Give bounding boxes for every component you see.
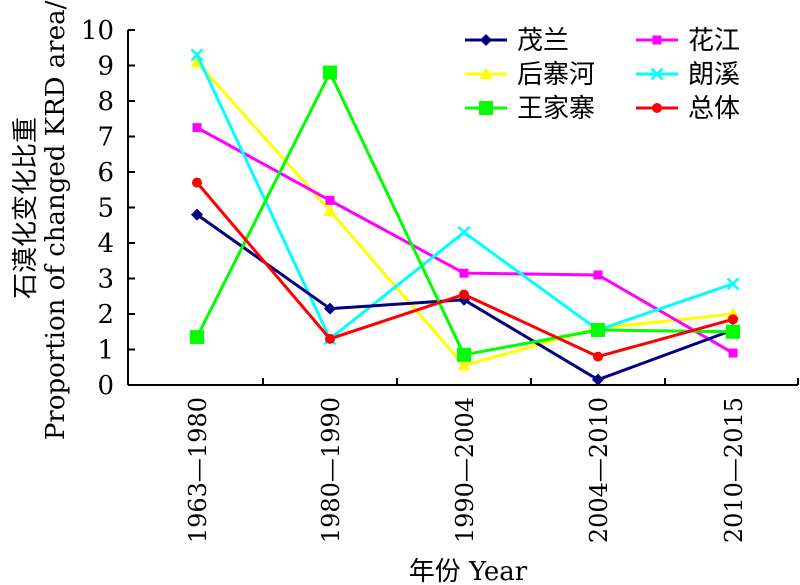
data-point	[728, 314, 738, 325]
x-tick-label: 2010—2015	[720, 397, 748, 543]
x-axis-label: 年份 Year	[409, 557, 528, 585]
legend-label: 朗溪	[688, 60, 740, 90]
series-line	[196, 126, 734, 355]
data-point	[192, 177, 202, 188]
x-tick-label: 2004—2010	[585, 397, 613, 543]
x-tick-label: 1980—1990	[317, 397, 345, 543]
y-tick-label: 6	[97, 158, 114, 188]
y-tick-label: 7	[97, 123, 114, 153]
y-tick-label: 2	[97, 300, 114, 330]
legend-label: 花江	[688, 26, 740, 56]
data-point	[325, 333, 335, 344]
data-point	[190, 330, 204, 345]
data-point	[726, 277, 740, 291]
data-point	[457, 225, 471, 239]
series-2	[192, 123, 738, 358]
legend-label: 总体	[688, 94, 740, 124]
data-point	[459, 289, 469, 300]
data-point	[323, 65, 337, 80]
legend-label: 王家寨	[517, 94, 595, 124]
data-point	[457, 347, 471, 362]
legend-marker	[650, 67, 664, 81]
legend-item: 后寨河	[465, 60, 595, 90]
data-point	[191, 208, 203, 221]
data-point	[728, 348, 738, 358]
data-point	[592, 373, 604, 386]
legend-item: 总体	[636, 94, 740, 124]
data-point	[459, 268, 469, 278]
legend-item: 花江	[636, 26, 740, 56]
legend-marker	[479, 67, 493, 79]
data-point	[324, 302, 336, 315]
legend-label: 后寨河	[517, 60, 595, 90]
data-point	[593, 270, 603, 280]
y-tick-label: 1	[97, 336, 114, 366]
y-axis-label-en: Proportion of changed KRD area/%	[41, 0, 71, 440]
y-tick-label: 8	[97, 87, 114, 117]
legend-item: 朗溪	[636, 60, 740, 90]
series-6	[192, 177, 738, 362]
series-layer	[190, 48, 740, 386]
y-tick-label: 0	[97, 371, 114, 401]
y-tick-label: 5	[97, 194, 114, 224]
legend-marker	[652, 35, 662, 45]
data-point	[591, 322, 605, 337]
data-point	[593, 351, 603, 362]
data-point	[190, 48, 204, 62]
y-tick-label: 10	[81, 16, 114, 46]
y-tick-label: 4	[97, 229, 114, 259]
legend-item: 茂兰	[465, 26, 569, 56]
data-point	[192, 123, 202, 133]
legend-label: 茂兰	[517, 26, 569, 56]
legend-marker	[479, 101, 493, 115]
series-4	[190, 48, 740, 346]
data-point	[325, 195, 335, 205]
series-3	[190, 54, 740, 371]
y-axis-label-cn: 石漠化变化比重	[11, 117, 41, 299]
data-point	[457, 358, 471, 371]
x-ticks: 1963—1980 1980—1990 1990—2004 2004—2010 2010…	[127, 378, 799, 543]
y-tick-label: 9	[97, 52, 114, 82]
series-5	[190, 65, 740, 362]
x-tick-label: 1963—1980	[184, 397, 212, 543]
legend-marker	[652, 103, 662, 113]
y-ticks: 0 1 2 3 4 5 6 7 8 9 10	[81, 16, 135, 401]
data-point	[323, 204, 337, 217]
x-tick-label: 1990—2004	[451, 397, 479, 543]
data-point	[726, 324, 740, 339]
y-tick-label: 3	[97, 265, 114, 295]
legend-item: 王家寨	[465, 94, 595, 124]
legend-marker	[480, 34, 492, 46]
